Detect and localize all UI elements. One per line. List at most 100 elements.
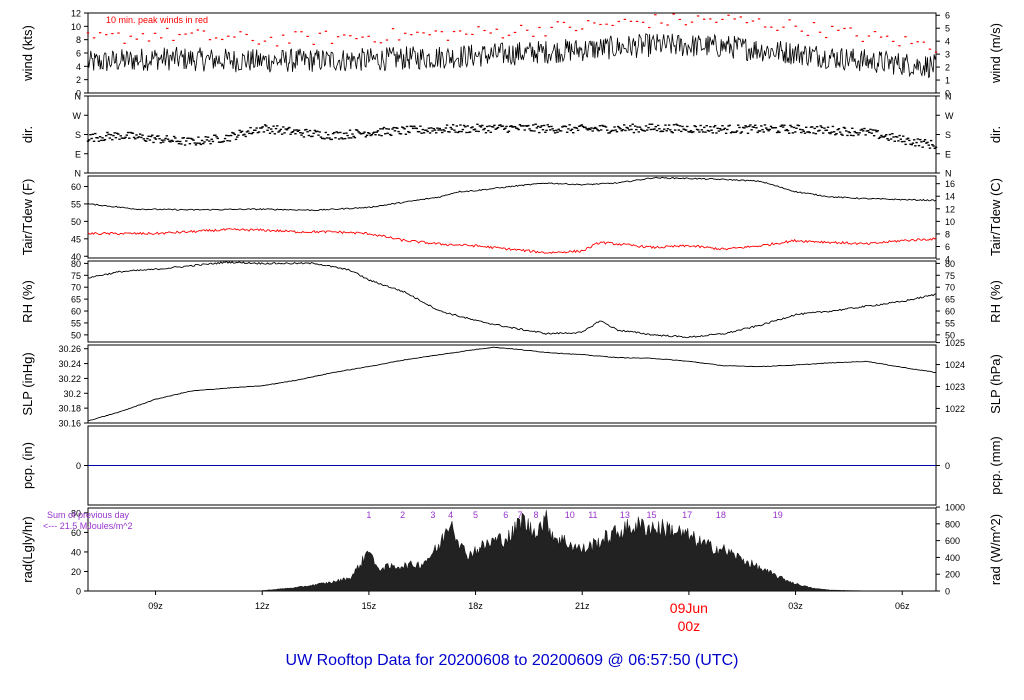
y-tick-label-right: 6 bbox=[945, 242, 950, 252]
y-tick-label-right: 60 bbox=[945, 307, 955, 317]
y-tick-label: 30.16 bbox=[58, 419, 81, 429]
y-tick-label: W bbox=[73, 111, 82, 121]
y-tick-label-right: 600 bbox=[945, 536, 960, 546]
radiation-marker: 8 bbox=[533, 510, 538, 520]
y-tick-label-right: 1 bbox=[945, 76, 950, 86]
panel-temperature: Tair/Tdew (F) Tair/Tdew (C) 40 45 50 55 60 4 6 8 1… bbox=[20, 175, 1003, 265]
y-tick-label-right: S bbox=[945, 130, 951, 140]
y-tick-label: 60 bbox=[71, 182, 81, 192]
y-tick-label-right: 14 bbox=[945, 192, 955, 202]
y-axis-label-right: pcp. (mm) bbox=[988, 436, 1003, 495]
radiation-marker: 17 bbox=[682, 510, 692, 520]
y-tick-label: 0 bbox=[76, 587, 81, 597]
y-tick-label: 6 bbox=[76, 49, 81, 59]
y-axis-label: wind (kts) bbox=[20, 25, 35, 82]
y-tick-label-right: 50 bbox=[945, 330, 955, 340]
x-tick-label: 15z bbox=[362, 601, 377, 611]
y-tick-label: 70 bbox=[71, 283, 81, 293]
y-tick-label: 50 bbox=[71, 217, 81, 227]
y-tick-label-right: 80 bbox=[945, 259, 955, 269]
y-tick-label-right: 5 bbox=[945, 24, 950, 34]
y-tick-label-right: W bbox=[945, 111, 954, 121]
y-tick-label: 80 bbox=[71, 508, 81, 518]
y-tick-label: 50 bbox=[71, 330, 81, 340]
y-tick-label-right: 0 bbox=[945, 89, 950, 99]
y-tick-label-right: 1000 bbox=[945, 503, 965, 513]
radiation-note-line1: Sum of previous day bbox=[47, 510, 130, 520]
x-tick-label: 03z bbox=[788, 601, 803, 611]
y-tick-label-right: 4 bbox=[945, 37, 950, 47]
radiation-marker: 15 bbox=[647, 510, 657, 520]
y-tick-label-right: 400 bbox=[945, 553, 960, 563]
radiation-marker: 1 bbox=[366, 510, 371, 520]
y-tick-label-right: 0 bbox=[945, 587, 950, 597]
y-tick-label-right: 1022 bbox=[945, 404, 965, 414]
y-tick-label: 65 bbox=[71, 295, 81, 305]
y-tick-label-right: 1023 bbox=[945, 382, 965, 392]
y-tick-label: 75 bbox=[71, 271, 81, 281]
y-tick-label: 45 bbox=[71, 234, 81, 244]
y-axis-label: pcp. (in) bbox=[20, 442, 35, 489]
y-tick-label-right: 0 bbox=[945, 461, 950, 471]
y-tick-label-right: E bbox=[945, 149, 951, 159]
y-tick-label: 55 bbox=[71, 318, 81, 328]
radiation-marker: 19 bbox=[773, 510, 783, 520]
date-hour-label: 00z bbox=[678, 618, 701, 634]
y-tick-label: 30.2 bbox=[63, 389, 81, 399]
y-axis-label-right: dir. bbox=[988, 126, 1003, 143]
y-axis-label: dir. bbox=[20, 126, 35, 143]
y-tick-label: 0 bbox=[76, 461, 81, 471]
radiation-marker: 4 bbox=[448, 510, 453, 520]
y-tick-label-right: 55 bbox=[945, 318, 955, 328]
y-tick-label-right: 75 bbox=[945, 271, 955, 281]
y-tick-label-right: 1024 bbox=[945, 360, 965, 370]
y-axis-label: rad(Lgly/hr) bbox=[20, 516, 35, 582]
radiation-marker: 18 bbox=[716, 510, 726, 520]
y-tick-label: 60 bbox=[71, 307, 81, 317]
wind-direction-points bbox=[86, 123, 938, 150]
radiation-marker: 2 bbox=[400, 510, 405, 520]
radiation-marker: 11 bbox=[588, 510, 597, 520]
y-tick-label-right: 70 bbox=[945, 283, 955, 293]
y-axis-label-right: rad (W/m^2) bbox=[988, 514, 1003, 585]
y-axis-label: RH (%) bbox=[20, 280, 35, 323]
y-tick-label-right: 65 bbox=[945, 295, 955, 305]
y-tick-label: 30.18 bbox=[58, 404, 81, 414]
y-tick-label: S bbox=[75, 130, 81, 140]
y-axis-label: Tair/Tdew (F) bbox=[20, 179, 35, 256]
y-tick-label: 12 bbox=[71, 9, 81, 19]
panel-precipitation: pcp. (in) pcp. (mm) 0 0 bbox=[20, 425, 1003, 506]
x-tick-label: 21z bbox=[575, 601, 590, 611]
page-title: UW Rooftop Data for 20200608 to 20200609… bbox=[286, 652, 739, 669]
y-tick-label: 2 bbox=[76, 75, 81, 85]
y-tick-label-right: 200 bbox=[945, 570, 960, 580]
dewpoint-line bbox=[87, 228, 937, 254]
x-tick-label: 09z bbox=[148, 601, 163, 611]
panel-frame bbox=[87, 95, 937, 174]
y-tick-label: 80 bbox=[71, 259, 81, 269]
radiation-marker: 5 bbox=[473, 510, 478, 520]
wind-speed-line bbox=[87, 33, 937, 79]
y-tick-label-right: 1025 bbox=[945, 338, 965, 348]
panel-frame bbox=[87, 175, 937, 259]
y-tick-label: 0 bbox=[76, 89, 81, 99]
y-tick-label: 8 bbox=[76, 35, 81, 45]
y-tick-label-right: 4 bbox=[945, 255, 950, 265]
panel-frame bbox=[87, 260, 937, 343]
radiation-marker: 6 bbox=[503, 510, 508, 520]
y-tick-label: N bbox=[75, 169, 82, 179]
y-axis-label-right: RH (%) bbox=[988, 280, 1003, 323]
y-tick-label-right: 2 bbox=[945, 63, 950, 73]
x-tick-label: 06z bbox=[895, 601, 910, 611]
x-tick-label: 18z bbox=[468, 601, 483, 611]
y-axis-label-right: SLP (hPa) bbox=[988, 354, 1003, 414]
date-label: 09Jun bbox=[670, 600, 708, 616]
y-tick-label-right: 12 bbox=[945, 204, 955, 214]
y-tick-label-right: 16 bbox=[945, 179, 955, 189]
y-tick-label: N bbox=[75, 92, 82, 102]
y-tick-label: 30.26 bbox=[58, 344, 81, 354]
